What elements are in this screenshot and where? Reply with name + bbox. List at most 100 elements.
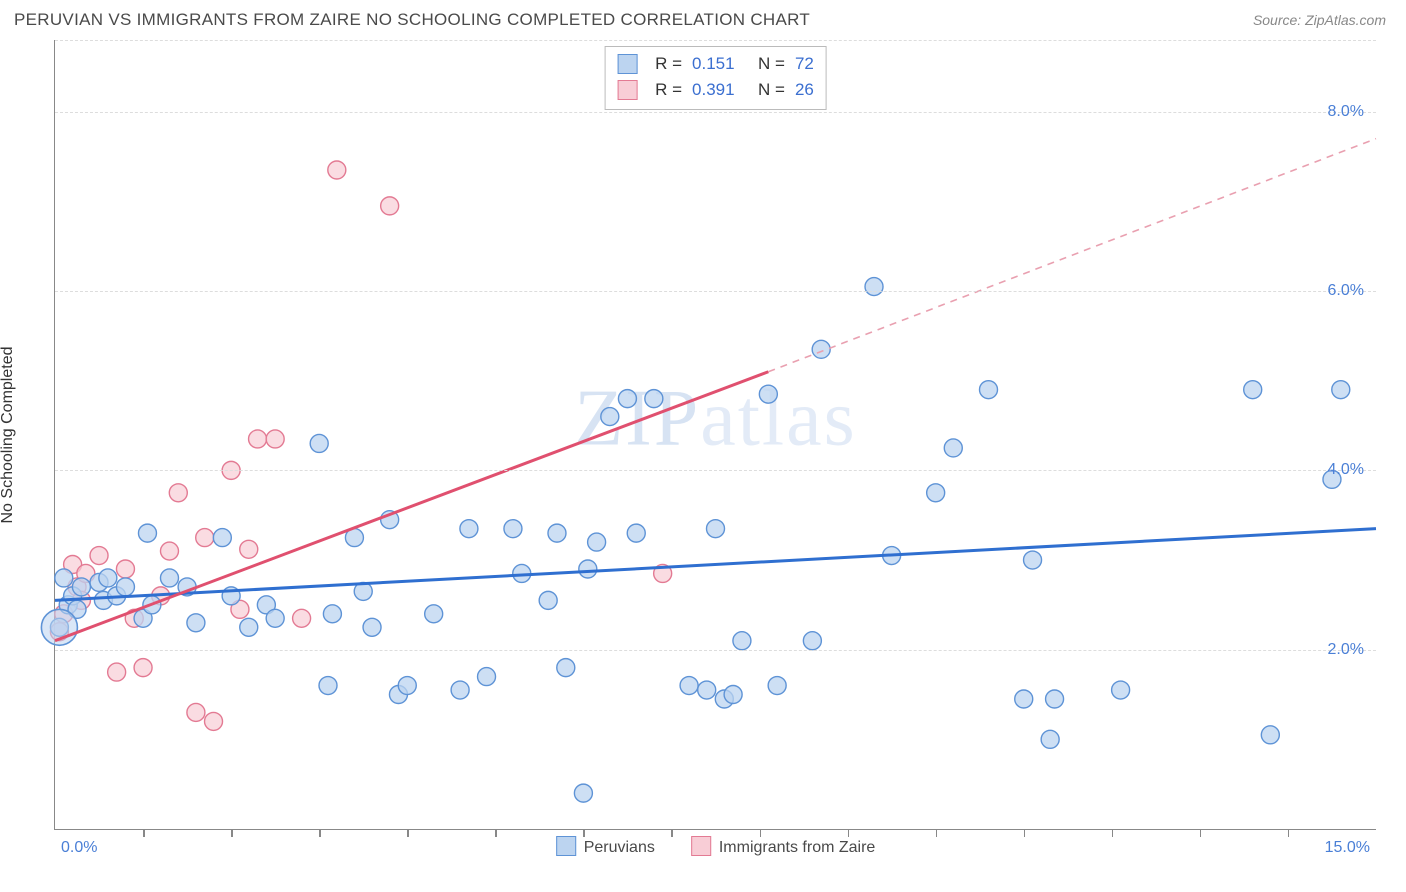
stat-r-value: 0.151: [692, 51, 748, 77]
chart-area: No Schooling Completed ZIPatlas R =0.151…: [14, 40, 1386, 830]
x-tick: [495, 829, 497, 837]
scatter-point: [803, 632, 821, 650]
scatter-point: [927, 484, 945, 502]
y-tick-label: 4.0%: [1328, 461, 1364, 479]
y-axis-label: No Schooling Completed: [0, 347, 17, 524]
scatter-point: [1261, 726, 1279, 744]
x-tick: [1200, 829, 1202, 837]
scatter-point: [55, 569, 73, 587]
scatter-point: [90, 547, 108, 565]
scatter-point: [249, 430, 267, 448]
scatter-point: [579, 560, 597, 578]
x-tick: [407, 829, 409, 837]
legend-item: Immigrants from Zaire: [691, 836, 875, 857]
source-label: Source: ZipAtlas.com: [1253, 12, 1386, 28]
scatter-point: [1041, 730, 1059, 748]
x-axis-start-label: 0.0%: [61, 839, 97, 857]
scatter-point: [310, 434, 328, 452]
scatter-point: [980, 381, 998, 399]
chart-title: PERUVIAN VS IMMIGRANTS FROM ZAIRE NO SCH…: [14, 10, 810, 30]
scatter-point: [557, 659, 575, 677]
x-axis-end-label: 15.0%: [1325, 839, 1370, 857]
series-legend: Peruvians Immigrants from Zaire: [556, 836, 876, 857]
x-tick: [143, 829, 145, 837]
scatter-point: [601, 408, 619, 426]
legend-swatch: [691, 836, 711, 856]
scatter-point: [381, 197, 399, 215]
scatter-point: [1024, 551, 1042, 569]
scatter-point: [160, 542, 178, 560]
scatter-point: [138, 524, 156, 542]
legend-swatch: [617, 54, 637, 74]
stat-legend: R =0.151N =72R =0.391N =26: [604, 46, 827, 110]
scatter-point: [478, 668, 496, 686]
scatter-point: [548, 524, 566, 542]
x-tick: [848, 829, 850, 837]
scatter-point: [116, 560, 134, 578]
scatter-point: [323, 605, 341, 623]
scatter-point: [759, 385, 777, 403]
x-tick: [1112, 829, 1114, 837]
scatter-point: [733, 632, 751, 650]
plot-region: ZIPatlas R =0.151N =72R =0.391N =26 0.0%…: [54, 40, 1376, 830]
scatter-point: [812, 340, 830, 358]
scatter-overlay: [55, 40, 1376, 829]
scatter-point: [460, 520, 478, 538]
stat-r-value: 0.391: [692, 77, 748, 103]
scatter-point: [363, 618, 381, 636]
y-tick-label: 6.0%: [1328, 282, 1364, 300]
scatter-point: [240, 540, 258, 558]
scatter-point: [187, 703, 205, 721]
scatter-point: [425, 605, 443, 623]
x-tick: [760, 829, 762, 837]
scatter-point: [574, 784, 592, 802]
scatter-point: [108, 663, 126, 681]
scatter-point: [627, 524, 645, 542]
scatter-point: [618, 390, 636, 408]
regression-line-zaire: [55, 372, 768, 641]
stat-legend-row: R =0.391N =26: [617, 77, 814, 103]
legend-label: Immigrants from Zaire: [719, 839, 875, 856]
stat-r-label: R =: [655, 51, 682, 77]
legend-item: Peruvians: [556, 836, 655, 857]
scatter-point: [319, 677, 337, 695]
scatter-point: [1046, 690, 1064, 708]
scatter-point: [116, 578, 134, 596]
stat-legend-row: R =0.151N =72: [617, 51, 814, 77]
scatter-point: [196, 529, 214, 547]
scatter-point: [944, 439, 962, 457]
regression-line-zaire-extrapolated: [768, 139, 1376, 372]
x-tick: [319, 829, 321, 837]
gridline: [55, 470, 1376, 471]
x-tick: [671, 829, 673, 837]
scatter-point: [205, 712, 223, 730]
scatter-point: [99, 569, 117, 587]
scatter-point: [1015, 690, 1033, 708]
scatter-point: [724, 686, 742, 704]
scatter-point: [1112, 681, 1130, 699]
stat-n-label: N =: [758, 51, 785, 77]
scatter-point: [865, 278, 883, 296]
scatter-point: [539, 591, 557, 609]
scatter-point: [328, 161, 346, 179]
x-tick: [936, 829, 938, 837]
stat-r-label: R =: [655, 77, 682, 103]
scatter-point: [160, 569, 178, 587]
gridline: [55, 291, 1376, 292]
x-tick: [231, 829, 233, 837]
scatter-point: [707, 520, 725, 538]
scatter-point: [504, 520, 522, 538]
scatter-point: [398, 677, 416, 695]
scatter-point: [588, 533, 606, 551]
legend-label: Peruvians: [584, 839, 655, 856]
scatter-point: [698, 681, 716, 699]
legend-swatch: [556, 836, 576, 856]
scatter-point: [1244, 381, 1262, 399]
scatter-point: [768, 677, 786, 695]
scatter-point: [645, 390, 663, 408]
y-tick-label: 2.0%: [1328, 641, 1364, 659]
scatter-point: [169, 484, 187, 502]
x-tick: [1288, 829, 1290, 837]
gridline: [55, 40, 1376, 41]
scatter-point: [266, 430, 284, 448]
